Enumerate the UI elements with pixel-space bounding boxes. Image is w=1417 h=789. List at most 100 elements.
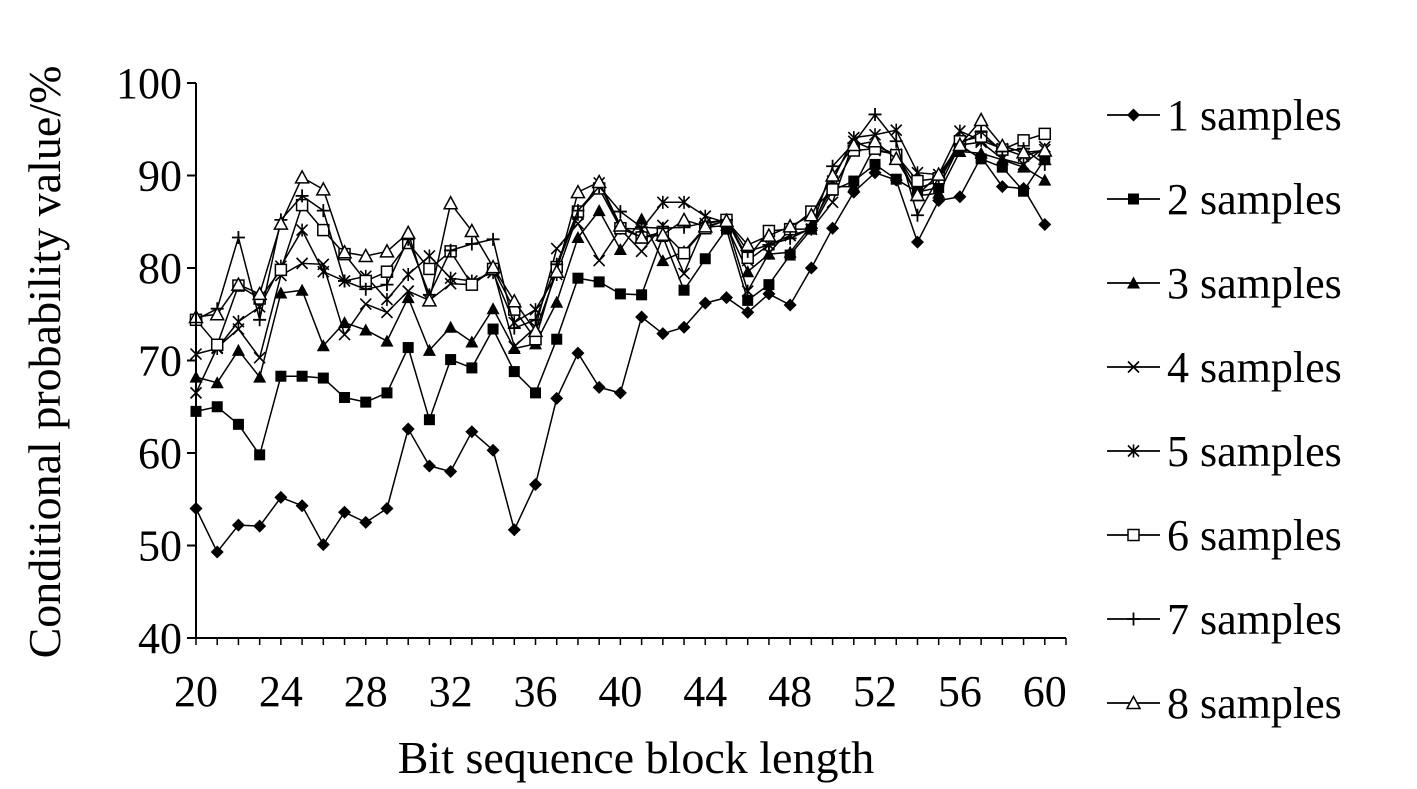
x-axis-title: Bit sequence block length: [398, 732, 875, 783]
data-point: [742, 294, 754, 306]
data-point: [676, 211, 692, 227]
legend-entry: 2 samples: [1107, 175, 1342, 224]
data-point: [295, 189, 309, 203]
data-point: [444, 320, 458, 333]
x-tick-label: 36: [514, 667, 558, 716]
data-point: [1038, 157, 1052, 171]
data-point: [613, 205, 627, 219]
data-point: [274, 263, 288, 277]
data-point: [656, 195, 669, 209]
data-point: [656, 327, 670, 341]
data-point: [444, 271, 457, 285]
legend-label: 4 samples: [1167, 343, 1342, 392]
data-point: [231, 518, 245, 532]
axes: 40 50 60 70 80 90 100 20 24 28 32 36 40 44 48 52 56 60: [116, 59, 1067, 716]
data-point: [911, 174, 924, 188]
y-axis-title: Conditional probability value/%: [19, 66, 70, 659]
data-point: [741, 284, 754, 298]
legend-entry: 7 samples: [1107, 595, 1342, 644]
data-point: [359, 282, 373, 296]
data-point: [400, 224, 416, 240]
data-point: [211, 401, 223, 413]
data-point: [359, 515, 373, 529]
data-point: [442, 195, 459, 210]
data-point: [360, 396, 372, 408]
legend-marker: [1127, 528, 1140, 542]
series-8: [188, 111, 1053, 338]
data-point: [379, 243, 395, 258]
data-point: [846, 136, 862, 152]
legend-entry: 6 samples: [1107, 511, 1342, 560]
data-point: [336, 244, 353, 259]
data-point: [570, 184, 586, 199]
data-point: [677, 320, 691, 334]
data-point: [508, 366, 520, 378]
data-point: [591, 173, 607, 189]
data-point: [338, 505, 352, 519]
data-point: [380, 306, 394, 319]
data-point: [783, 231, 797, 245]
legend-marker: [1127, 612, 1140, 626]
data-point: [296, 257, 309, 270]
data-point: [826, 221, 840, 235]
data-point: [994, 137, 1011, 153]
data-point: [486, 232, 500, 246]
data-point: [381, 387, 393, 399]
data-point: [296, 223, 309, 237]
data-point: [656, 254, 670, 267]
data-point: [718, 212, 735, 228]
data-point: [508, 340, 521, 353]
data-point: [678, 284, 690, 296]
data-point: [231, 230, 245, 244]
data-point: [253, 313, 267, 327]
data-point: [613, 386, 627, 400]
data-point: [315, 181, 332, 196]
data-point: [506, 293, 523, 308]
legend-label: 7 samples: [1167, 595, 1342, 644]
x-tick-label: 20: [174, 667, 218, 716]
data-point: [316, 204, 330, 218]
data-point: [593, 276, 605, 288]
data-point: [232, 315, 245, 329]
data-point: [974, 146, 988, 159]
y-tick-label: 50: [138, 522, 182, 571]
x-tick-label: 32: [429, 667, 473, 716]
legend-entry: 4 samples: [1107, 343, 1342, 392]
data-point: [548, 263, 565, 278]
data-point: [910, 235, 924, 249]
data-point: [232, 418, 244, 430]
data-point: [230, 276, 247, 291]
data-point: [613, 243, 627, 255]
data-point: [571, 346, 585, 360]
data-point: [973, 111, 989, 127]
data-point: [486, 443, 500, 457]
data-point: [380, 278, 394, 292]
data-point: [317, 265, 330, 279]
data-point: [210, 545, 224, 559]
legend-label: 5 samples: [1167, 427, 1342, 476]
data-point: [294, 169, 310, 184]
y-tick-label: 90: [138, 152, 182, 201]
data-point: [465, 425, 479, 439]
data-point: [697, 218, 714, 233]
x-tick-label: 44: [683, 667, 727, 716]
data-point: [380, 334, 394, 347]
data-point: [1017, 160, 1031, 173]
data-point: [741, 305, 755, 319]
legend-label: 6 samples: [1167, 511, 1342, 560]
data-point: [1037, 142, 1053, 157]
data-point: [677, 267, 691, 280]
data-point: [655, 226, 671, 241]
legend-label: 2 samples: [1167, 175, 1342, 224]
data-point: [445, 354, 457, 366]
data-point: [487, 323, 499, 335]
x-tick-label: 28: [344, 667, 388, 716]
legend-marker: [1127, 276, 1140, 289]
data-point: [869, 158, 881, 170]
data-point: [527, 322, 544, 338]
data-point: [357, 247, 374, 263]
y-tick-label: 80: [138, 244, 182, 293]
data-point: [1018, 185, 1030, 197]
data-point: [974, 125, 988, 139]
x-tick-label: 24: [259, 667, 303, 716]
